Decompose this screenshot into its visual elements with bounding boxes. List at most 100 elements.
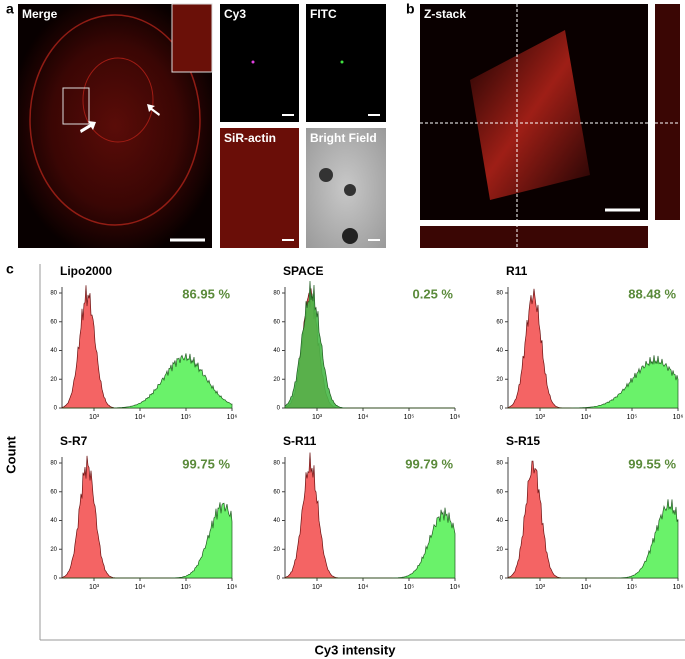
plot-title: S-R11 — [283, 434, 317, 448]
x-tick-label: 10⁵ — [404, 584, 415, 591]
y-tick-label: 0 — [277, 576, 281, 582]
plot-title: S-R7 — [60, 434, 88, 448]
plot-title: R11 — [506, 264, 528, 278]
y-tick-label: 80 — [50, 291, 57, 297]
bead — [344, 184, 356, 196]
y-tick-label: 40 — [273, 348, 280, 354]
x-tick-label: 10⁵ — [181, 584, 192, 591]
plot-title: S-R15 — [506, 434, 540, 448]
arrow — [80, 121, 96, 133]
bead — [319, 168, 333, 182]
tile — [306, 4, 386, 122]
x-tick-label: 10³ — [535, 414, 546, 421]
plot-title: SPACE — [283, 264, 323, 278]
y-tick-label: 80 — [496, 461, 503, 467]
bead — [342, 228, 358, 244]
y-tick-label: 80 — [50, 461, 57, 467]
x-tick-label: 10⁴ — [581, 414, 592, 421]
side-view — [655, 4, 680, 220]
percent: 99.79 % — [405, 456, 453, 471]
bottom-view — [420, 226, 648, 248]
panel-label: c — [6, 261, 14, 277]
image-label: Bright Field — [310, 131, 377, 145]
x-tick-label: 10⁶ — [673, 584, 684, 591]
spot — [251, 60, 255, 64]
x-axis-label: Cy3 intensity — [315, 642, 397, 657]
x-tick-label: 10³ — [312, 584, 323, 591]
x-tick-label: 10³ — [535, 584, 546, 591]
y-tick-label: 40 — [273, 518, 280, 524]
y-tick-label: 0 — [54, 576, 58, 582]
y-tick-label: 40 — [496, 518, 503, 524]
x-tick-label: 10³ — [89, 414, 100, 421]
cell-outline — [29, 14, 201, 226]
cell — [470, 30, 590, 200]
x-tick-label: 10⁶ — [450, 414, 461, 421]
y-tick-label: 60 — [273, 319, 280, 325]
panel-label: b — [406, 1, 415, 17]
x-tick-label: 10³ — [312, 414, 323, 421]
x-tick-label: 10⁵ — [627, 584, 638, 591]
x-tick-label: 10⁶ — [227, 414, 238, 421]
image-label: SiR-actin — [224, 131, 276, 145]
y-tick-label: 60 — [496, 319, 503, 325]
x-tick-label: 10⁶ — [673, 414, 684, 421]
x-tick-label: 10⁵ — [627, 414, 638, 421]
y-tick-label: 20 — [50, 377, 57, 383]
y-tick-label: 20 — [496, 547, 503, 553]
histogram-green — [284, 281, 455, 409]
x-tick-label: 10⁴ — [358, 584, 369, 591]
y-tick-label: 40 — [50, 518, 57, 524]
x-tick-label: 10³ — [89, 584, 100, 591]
histogram-green — [508, 355, 679, 409]
y-tick-label: 20 — [273, 377, 280, 383]
plot-title: Lipo2000 — [60, 264, 112, 278]
image-label: FITC — [310, 7, 337, 21]
x-tick-label: 10⁴ — [581, 584, 592, 591]
y-tick-label: 80 — [273, 291, 280, 297]
y-tick-label: 40 — [50, 348, 57, 354]
image-label: Cy3 — [224, 7, 246, 21]
percent: 88.48 % — [628, 286, 676, 301]
y-tick-label: 0 — [277, 406, 281, 412]
histogram-green — [62, 353, 233, 409]
histogram-green — [285, 507, 456, 579]
percent: 99.75 % — [182, 456, 230, 471]
x-tick-label: 10⁵ — [181, 414, 192, 421]
y-tick-label: 40 — [496, 348, 503, 354]
tile — [220, 4, 299, 122]
x-tick-label: 10⁶ — [450, 584, 461, 591]
y-tick-label: 80 — [496, 291, 503, 297]
x-tick-label: 10⁴ — [358, 414, 369, 421]
image-label: Merge — [22, 7, 58, 21]
histogram-green — [508, 499, 679, 579]
y-tick-label: 0 — [500, 406, 504, 412]
y-tick-label: 60 — [496, 489, 503, 495]
image-label: Z-stack — [424, 7, 466, 21]
percent: 0.25 % — [413, 286, 454, 301]
roi-box — [62, 87, 90, 125]
y-tick-label: 20 — [273, 547, 280, 553]
x-tick-label: 10⁶ — [227, 584, 238, 591]
panel-label: a — [6, 1, 14, 17]
x-tick-label: 10⁵ — [404, 414, 415, 421]
y-axis-label: Count — [3, 436, 18, 474]
x-tick-label: 10⁴ — [135, 414, 146, 421]
y-tick-label: 20 — [50, 547, 57, 553]
percent: 86.95 % — [182, 286, 230, 301]
inset — [171, 3, 213, 73]
y-tick-label: 80 — [273, 461, 280, 467]
y-tick-label: 0 — [500, 576, 504, 582]
histogram-green — [62, 502, 233, 579]
y-tick-label: 60 — [273, 489, 280, 495]
y-tick-label: 60 — [50, 319, 57, 325]
percent: 99.55 % — [628, 456, 676, 471]
arrow — [147, 104, 160, 116]
y-tick-label: 60 — [50, 489, 57, 495]
y-tick-label: 20 — [496, 377, 503, 383]
y-tick-label: 0 — [54, 406, 58, 412]
nucleus — [82, 57, 154, 143]
x-tick-label: 10⁴ — [135, 584, 146, 591]
tile — [220, 128, 299, 248]
